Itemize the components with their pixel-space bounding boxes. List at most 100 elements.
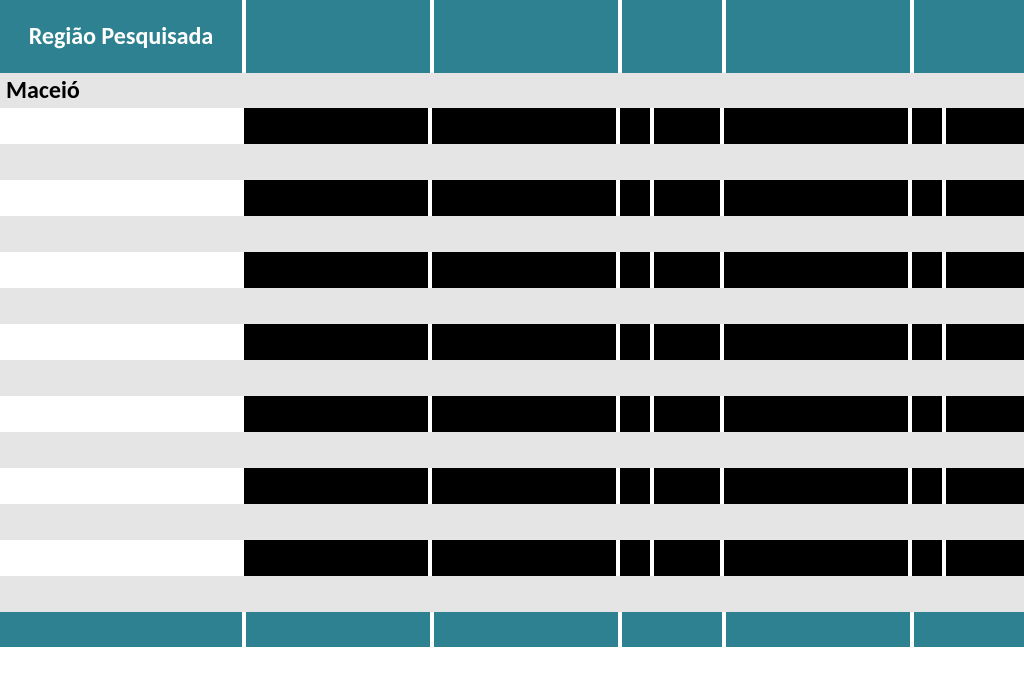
row-data-cell [432,360,616,396]
row-first-cell [0,144,244,180]
row-data-cell [244,288,428,324]
row-data-cell [244,396,428,432]
row-data-cell [620,180,650,216]
header-cell-2 [432,0,620,73]
row-data-cell [432,396,616,432]
row-data-cell [724,180,908,216]
row-data-cell [432,144,616,180]
row-data-cell [946,252,1024,288]
row-data-cell [244,108,428,144]
table-row [0,216,1024,252]
row-data-cell [432,108,616,144]
row-data-cell [912,288,942,324]
table-row [0,504,1024,540]
row-data-cell [654,216,720,252]
row-data-cell [244,540,428,576]
footer-cell-3 [620,612,724,647]
row-data-cell [620,360,650,396]
row-data-cell [432,324,616,360]
row-data-cell [724,468,908,504]
row-data-cell [432,468,616,504]
row-data-cell [654,432,720,468]
row-data-cell [724,396,908,432]
row-data-cell [654,144,720,180]
footer-cell-5 [912,612,1024,647]
row-data-cell [724,288,908,324]
row-first-cell [0,108,244,144]
table-row [0,540,1024,576]
row-data-cell [432,288,616,324]
table-row [0,108,1024,144]
row-data-cell [620,144,650,180]
table-row [0,576,1024,612]
row-first-cell [0,432,244,468]
row-data-cell [946,108,1024,144]
row-data-cell [654,468,720,504]
table-row [0,432,1024,468]
row-data-cell [654,360,720,396]
header-cell-1 [244,0,432,73]
row-data-cell [946,396,1024,432]
footer-cell-4 [724,612,912,647]
row-data-cell [244,144,428,180]
row-data-cell [724,360,908,396]
row-data-cell [620,396,650,432]
row-data-cell [724,432,908,468]
row-data-cell [912,360,942,396]
row-first-cell [0,576,244,612]
footer-cell-1 [244,612,432,647]
header-cell-4 [724,0,912,73]
data-table: Região Pesquisada Maceió [0,0,1024,647]
row-data-cell [654,540,720,576]
row-data-cell [654,396,720,432]
table-row [0,288,1024,324]
row-first-cell [0,504,244,540]
row-data-cell [912,396,942,432]
header-cell-3 [620,0,724,73]
row-data-cell [724,216,908,252]
table-row [0,252,1024,288]
row-data-cell [620,216,650,252]
row-data-cell [244,360,428,396]
row-data-cell [912,324,942,360]
row-data-cell [724,144,908,180]
row-data-cell [654,108,720,144]
row-first-cell [0,252,244,288]
row-data-cell [432,576,616,612]
row-data-cell [432,180,616,216]
row-data-cell [432,540,616,576]
row-data-cell [432,252,616,288]
row-data-cell [912,576,942,612]
row-data-cell [946,540,1024,576]
row-data-cell [620,288,650,324]
row-data-cell [244,324,428,360]
table-row [0,468,1024,504]
footer-cell-0 [0,612,244,647]
row-data-cell [724,540,908,576]
row-first-cell [0,288,244,324]
row-data-cell [620,540,650,576]
row-first-cell [0,468,244,504]
row-data-cell [946,468,1024,504]
row-data-cell [620,468,650,504]
table-row [0,180,1024,216]
row-data-cell [912,108,942,144]
row-data-cell [620,576,650,612]
row-data-cell [244,576,428,612]
row-first-cell [0,324,244,360]
region-rest [244,73,1024,108]
row-data-cell [244,180,428,216]
row-data-cell [620,504,650,540]
row-data-cell [654,252,720,288]
row-data-cell [912,540,942,576]
row-data-cell [946,144,1024,180]
row-data-cell [244,216,428,252]
row-first-cell [0,396,244,432]
row-data-cell [912,180,942,216]
row-data-cell [912,432,942,468]
row-data-cell [724,252,908,288]
row-data-cell [912,504,942,540]
table-row [0,144,1024,180]
row-data-cell [724,504,908,540]
row-data-cell [620,252,650,288]
